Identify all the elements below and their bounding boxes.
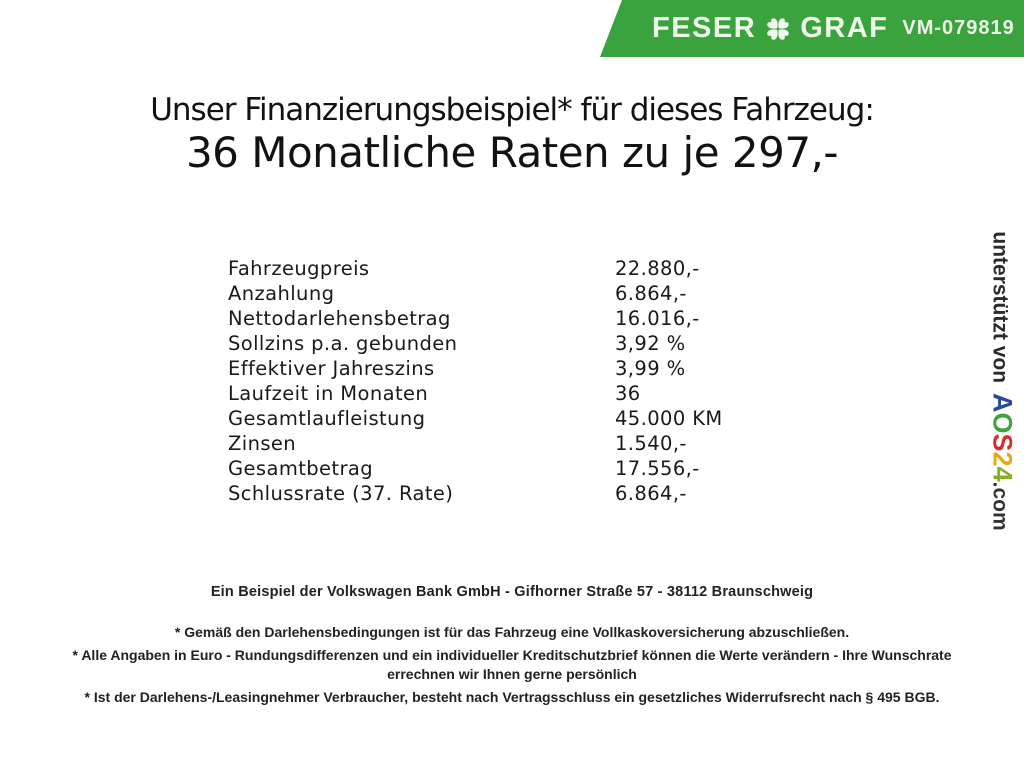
finance-label: Fahrzeugpreis [228, 257, 370, 280]
table-row: Effektiver Jahreszins 3,99 % [228, 356, 808, 381]
brand-name-first: FESER [652, 12, 757, 44]
finance-value: 1.540,- [615, 432, 687, 455]
financing-headline: Unser Finanzierungsbeispiel* für dieses … [150, 92, 875, 128]
logo-letter: 2 [987, 451, 1018, 467]
logo-letter: A [987, 393, 1018, 413]
table-row: Nettodarlehensbetrag 16.016,- [228, 306, 808, 331]
finance-label: Effektiver Jahreszins [228, 357, 435, 380]
finance-value: 6.864,- [615, 282, 687, 305]
finance-table: Fahrzeugpreis 22.880,- Anzahlung 6.864,-… [228, 256, 808, 506]
finance-value: 36 [615, 382, 641, 405]
monthly-rate-headline: 36 Monatliche Raten zu je 297,- [185, 128, 839, 177]
table-row: Anzahlung 6.864,- [228, 281, 808, 306]
aos24-watermark: unterstützt von AOS24 .com [987, 231, 1018, 530]
table-row: Sollzins p.a. gebunden 3,92 % [228, 331, 808, 356]
logo-letter: S [987, 433, 1018, 452]
disclaimer-withdrawal-right: * Ist der Darlehens-/Leasingnehmer Verbr… [84, 689, 940, 705]
aos24-logo: AOS24 [987, 393, 1018, 482]
disclaimer-insurance: * Gemäß den Darlehensbedingungen ist für… [174, 624, 850, 640]
table-row: Gesamtbetrag 17.556,- [228, 456, 808, 481]
brand-banner: FESER GRAF VM-079819 [600, 0, 1024, 57]
brand-name-second: GRAF [800, 12, 889, 44]
finance-value: 22.880,- [615, 257, 700, 280]
finance-label: Gesamtlaufleistung [228, 407, 426, 430]
finance-value: 3,99 % [615, 357, 686, 380]
vehicle-ref-code: VM-079819 [902, 17, 1015, 39]
clover-icon [767, 17, 789, 40]
disclaimer-euro-rounding: * Alle Angaben in Euro - Rundungsdiffere… [72, 647, 952, 682]
bank-example-line: Ein Beispiel der Volkswagen Bank GmbH - … [210, 584, 814, 600]
watermark-suffix: .com [988, 481, 1012, 531]
logo-letter: 4 [987, 466, 1018, 482]
finance-label: Nettodarlehensbetrag [228, 307, 451, 330]
finance-label: Schlussrate (37. Rate) [228, 482, 454, 505]
finance-label: Gesamtbetrag [228, 457, 374, 480]
finance-label: Anzahlung [228, 282, 335, 305]
table-row: Laufzeit in Monaten 36 [228, 381, 808, 406]
table-row: Fahrzeugpreis 22.880,- [228, 256, 808, 281]
table-row: Schlussrate (37. Rate) 6.864,- [228, 481, 808, 506]
table-row: Gesamtlaufleistung 45.000 KM [228, 406, 808, 431]
finance-value: 45.000 KM [615, 407, 723, 430]
finance-value: 17.556,- [615, 457, 700, 480]
watermark-prefix: unterstützt von [988, 231, 1012, 384]
disclaimer-block: * Gemäß den Darlehensbedingungen ist für… [62, 623, 962, 711]
finance-value: 6.864,- [615, 482, 687, 505]
finance-label: Laufzeit in Monaten [228, 382, 429, 405]
logo-letter: O [987, 412, 1018, 434]
finance-label: Zinsen [228, 432, 297, 455]
finance-value: 16.016,- [615, 307, 700, 330]
finance-value: 3,92 % [615, 332, 686, 355]
finance-label: Sollzins p.a. gebunden [228, 332, 458, 355]
table-row: Zinsen 1.540,- [228, 431, 808, 456]
